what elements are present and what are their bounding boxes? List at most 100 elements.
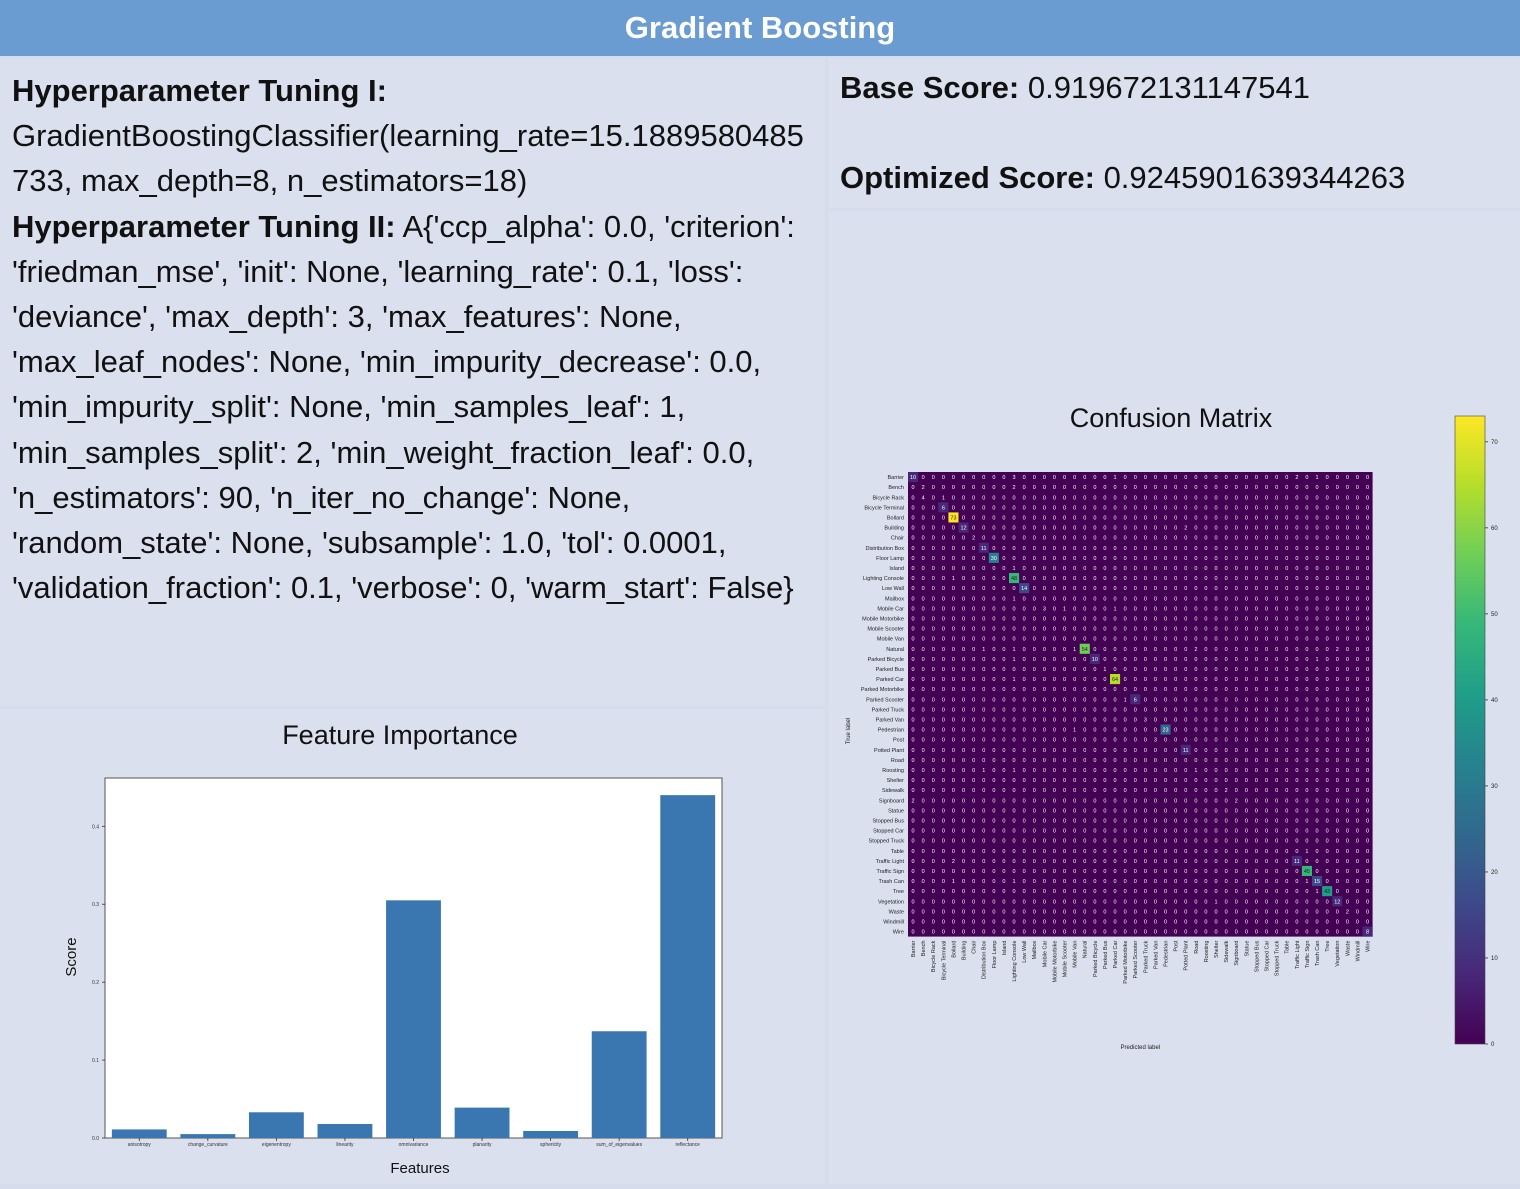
cm-cell-value: 0 xyxy=(1053,505,1056,511)
cm-cell xyxy=(908,472,919,483)
cm-cell-value: 0 xyxy=(1265,818,1268,824)
cm-cell-value: 0 xyxy=(1053,738,1056,744)
cm-cell-value: 0 xyxy=(1305,748,1308,754)
cm-cell-value: 0 xyxy=(912,677,915,683)
cm-cell-value: 0 xyxy=(1154,778,1157,784)
cm-colorbar-label: 20 xyxy=(1491,870,1498,876)
cm-cell-value: 0 xyxy=(1124,788,1127,794)
cm-cell-value: 0 xyxy=(1174,637,1177,643)
cm-cell-value: 0 xyxy=(1053,798,1056,804)
cm-cell-value: 0 xyxy=(972,919,975,925)
cm-cell-value: 0 xyxy=(1336,869,1339,875)
cm-cell-value: 0 xyxy=(1225,546,1228,552)
cm-cell-value: 0 xyxy=(922,606,925,612)
cm-cell-value: 0 xyxy=(1093,687,1096,693)
cm-cell-value: 0 xyxy=(962,687,965,693)
cm-cell-value: 0 xyxy=(1366,687,1369,693)
cm-cell-value: 0 xyxy=(1023,526,1026,532)
cm-cell-value: 0 xyxy=(1366,677,1369,683)
cm-cell-value: 0 xyxy=(1124,627,1127,633)
cm-cell-value: 0 xyxy=(1275,536,1278,542)
cm-cell-value: 0 xyxy=(912,697,915,703)
cm-cell-value: 0 xyxy=(1275,758,1278,764)
cm-cell-value: 0 xyxy=(1144,808,1147,814)
cm-cell-value: 0 xyxy=(1346,869,1349,875)
cm-cell-value: 0 xyxy=(1366,707,1369,713)
cm-cell-value: 0 xyxy=(1154,808,1157,814)
cm-cell-value: 0 xyxy=(1043,576,1046,582)
cm-cell-value: 0 xyxy=(1053,536,1056,542)
cm-cell xyxy=(1009,482,1020,493)
cm-cell-value: 0 xyxy=(1124,586,1127,592)
cm-cell-value: 0 xyxy=(1114,647,1117,653)
cm-cell-value: 0 xyxy=(1255,556,1258,562)
cm-ytick-label: Mobile Van xyxy=(877,637,904,643)
cm-cell-value: 0 xyxy=(1043,556,1046,562)
cm-cell-value: 0 xyxy=(1013,697,1016,703)
cm-cell-value: 0 xyxy=(1235,778,1238,784)
cm-cell-value: 0 xyxy=(1093,707,1096,713)
cm-cell-value: 0 xyxy=(1275,889,1278,895)
cm-cell-value: 0 xyxy=(1073,536,1076,542)
cm-cell-value: 0 xyxy=(1204,788,1207,794)
cm-cell-value: 0 xyxy=(1326,909,1329,915)
cm-cell-value: 0 xyxy=(1033,869,1036,875)
cm-cell-value: 0 xyxy=(1134,495,1137,501)
cm-cell-value: 0 xyxy=(1134,738,1137,744)
cm-cell-value: 0 xyxy=(1295,748,1298,754)
cm-cell-value: 0 xyxy=(1336,586,1339,592)
cm-cell-value: 0 xyxy=(942,717,945,723)
cm-cell-value: 0 xyxy=(1174,556,1177,562)
cm-cell-value: 0 xyxy=(1295,637,1298,643)
cm-cell-value: 0 xyxy=(1093,869,1096,875)
cm-cell-value: 0 xyxy=(1245,930,1248,936)
cm-cell-value: 0 xyxy=(1013,919,1016,925)
cm-cell-value: 0 xyxy=(1275,707,1278,713)
cm-cell-value: 0 xyxy=(1124,515,1127,521)
cm-cell-value: 0 xyxy=(1245,546,1248,552)
cm-cell-value: 0 xyxy=(1184,667,1187,673)
cm-cell-value: 0 xyxy=(1204,818,1207,824)
cm-cell-value: 0 xyxy=(1366,616,1369,622)
cm-cell-value: 0 xyxy=(1356,526,1359,532)
cm-cell-value: 0 xyxy=(1093,738,1096,744)
cm-cell xyxy=(978,643,989,654)
cm-cell-value: 0 xyxy=(1073,717,1076,723)
cm-cell-value: 0 xyxy=(992,647,995,653)
cm-cell-value: 0 xyxy=(1164,788,1167,794)
cm-cell-value: 0 xyxy=(912,919,915,925)
cm-cell-value: 0 xyxy=(1184,788,1187,794)
cm-cell-value: 0 xyxy=(1265,899,1268,905)
cm-cell-value: 0 xyxy=(1184,839,1187,845)
cm-cell-value: 0 xyxy=(1366,546,1369,552)
cm-cell-value: 0 xyxy=(1023,808,1026,814)
cm-cell-value: 0 xyxy=(1235,768,1238,774)
cm-cell-value: 0 xyxy=(1013,606,1016,612)
cm-cell-value: 0 xyxy=(1114,586,1117,592)
cm-cell-value: 0 xyxy=(1053,606,1056,612)
cm-cell-value: 0 xyxy=(1194,717,1197,723)
cm-ytick-label: Trash Can xyxy=(879,879,904,885)
cm-ytick-label: Road xyxy=(891,758,904,764)
cm-cell-value: 0 xyxy=(992,798,995,804)
cm-cell-value: 0 xyxy=(1235,475,1238,481)
cm-cell-value: 0 xyxy=(1295,798,1298,804)
cm-cell-value: 0 xyxy=(1063,657,1066,663)
cm-cell-value: 0 xyxy=(1002,879,1005,885)
cm-xtick-label: Stopped Bus xyxy=(1254,940,1260,972)
cm-cell-value: 0 xyxy=(1103,768,1106,774)
cm-cell-value: 0 xyxy=(1083,717,1086,723)
cm-colorbar-label: 40 xyxy=(1491,698,1498,704)
cm-cell-value: 0 xyxy=(1326,869,1329,875)
cm-cell-value: 0 xyxy=(1356,798,1359,804)
cm-cell-value: 0 xyxy=(1043,839,1046,845)
cm-cell-value: 0 xyxy=(932,475,935,481)
cm-cell-value: 0 xyxy=(1265,889,1268,895)
cm-cell-value: 0 xyxy=(1305,637,1308,643)
cm-cell-value: 0 xyxy=(1225,849,1228,855)
cm-cell-value: 0 xyxy=(932,556,935,562)
cm-cell-value: 2 xyxy=(1235,798,1238,804)
cm-cell-value: 0 xyxy=(1305,778,1308,784)
cm-cell-value: 0 xyxy=(1285,717,1288,723)
cm-cell xyxy=(1322,886,1333,897)
